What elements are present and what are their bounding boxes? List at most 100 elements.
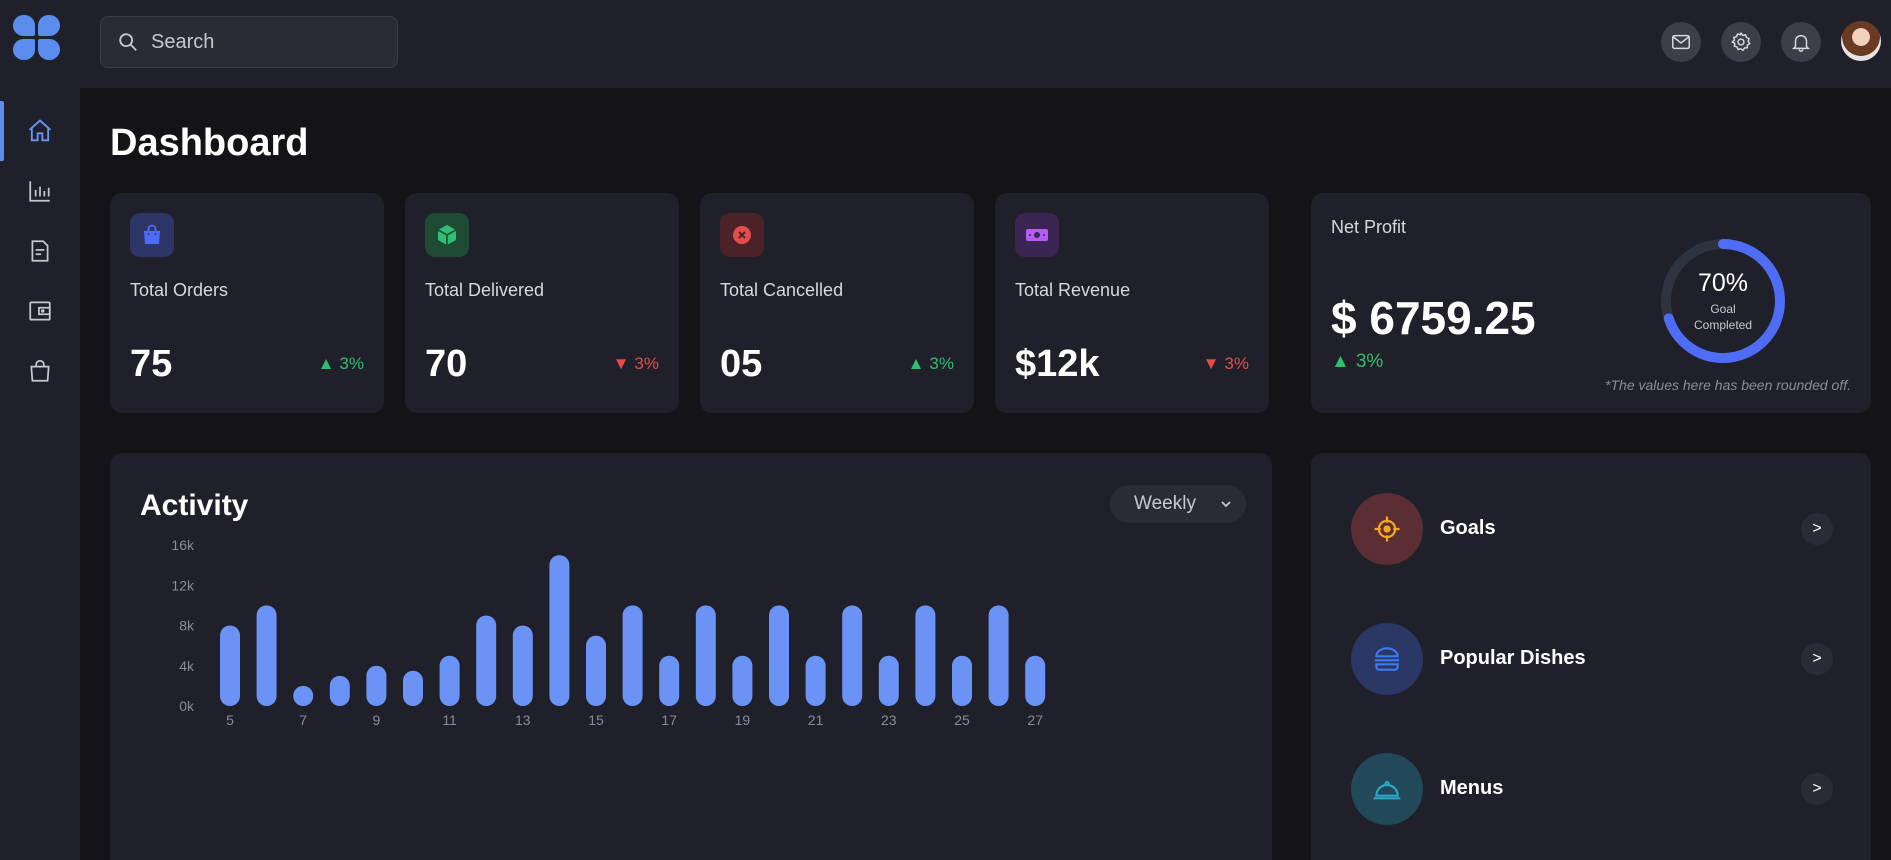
stat-card-total-delivered[interactable]: Total Delivered 70 ▼ 3% — [405, 193, 679, 413]
quick-links-card: Goals > Popular Dishes > Menus > — [1311, 453, 1871, 860]
bar-24[interactable] — [915, 605, 936, 706]
bar-6[interactable] — [256, 605, 277, 706]
wallet-icon — [29, 301, 51, 321]
sidebar — [0, 88, 80, 860]
x-tick-label: 7 — [299, 712, 307, 728]
goal-progress-ring: 70% Goal Completed — [1659, 237, 1787, 365]
stat-label: Total Revenue — [1015, 280, 1131, 300]
bar-9[interactable] — [366, 665, 387, 706]
x-tick-label: 27 — [1027, 712, 1043, 728]
stat-value: 75 — [130, 343, 173, 385]
link-label: Menus — [1440, 777, 1504, 799]
link-popular-dishes[interactable]: Popular Dishes > — [1351, 623, 1841, 695]
bar-14[interactable] — [549, 555, 570, 706]
x-tick-label: 15 — [588, 712, 604, 728]
bar-16[interactable] — [622, 605, 643, 706]
x-tick-label: 23 — [881, 712, 897, 728]
target-icon — [1351, 493, 1423, 565]
bar-13[interactable] — [512, 625, 533, 707]
bar-25[interactable] — [952, 655, 972, 706]
link-menus[interactable]: Menus > — [1351, 753, 1841, 825]
sidebar-item-documents[interactable] — [0, 221, 80, 281]
bar-5[interactable] — [220, 625, 240, 707]
stat-card-total-cancelled[interactable]: Total Cancelled 05 ▲ 3% — [700, 193, 974, 413]
sidebar-item-wallet[interactable] — [0, 281, 80, 341]
chevron-right-button[interactable]: > — [1801, 513, 1833, 545]
trend-indicator: ▲ 3% — [317, 354, 364, 373]
net-profit-label: Net Profit — [1331, 217, 1407, 237]
main-content: Dashboard Total Orders 75 ▲ 3% Total Deli… — [80, 88, 1891, 860]
app-logo[interactable] — [13, 15, 61, 61]
bar-15[interactable] — [586, 635, 606, 706]
goal-percent: 70% — [1697, 269, 1749, 297]
x-tick-label: 21 — [808, 712, 824, 728]
bar-8[interactable] — [329, 675, 350, 706]
x-tick-label: 25 — [954, 712, 970, 728]
stat-label: Total Cancelled — [720, 280, 844, 300]
bar-23[interactable] — [878, 655, 899, 706]
chevron-down-icon — [1221, 501, 1231, 508]
triangle-up-icon: ▲ — [907, 354, 925, 373]
x-tick-label: 19 — [735, 712, 751, 728]
period-select-value: Weekly — [1134, 493, 1196, 514]
chevron-right-button[interactable]: > — [1801, 773, 1833, 805]
stat-value: 70 — [425, 343, 468, 385]
triangle-down-icon: ▼ — [1202, 354, 1220, 373]
bar-19[interactable] — [732, 655, 753, 706]
trend-indicator: ▲ 3% — [1331, 351, 1384, 372]
triangle-down-icon: ▼ — [612, 354, 630, 373]
bar-10[interactable] — [403, 670, 423, 706]
home-icon — [28, 119, 52, 142]
bar-17[interactable] — [659, 655, 680, 706]
mail-icon — [1672, 34, 1690, 50]
stat-value: 05 — [720, 343, 763, 385]
bar-27[interactable] — [1025, 655, 1046, 706]
y-tick-label: 4k — [179, 658, 195, 674]
trend-indicator: ▲ 3% — [907, 354, 954, 373]
x-tick-label: 5 — [226, 712, 234, 728]
stat-card-total-revenue[interactable]: Total Revenue $12k ▼ 3% — [995, 193, 1269, 413]
document-icon — [31, 240, 49, 262]
bar-21[interactable] — [805, 655, 826, 706]
user-avatar[interactable] — [1841, 21, 1881, 61]
search-icon — [119, 33, 137, 51]
bar-7[interactable] — [293, 685, 314, 706]
link-goals[interactable]: Goals > — [1351, 493, 1841, 565]
bar-26[interactable] — [988, 605, 1009, 706]
bar-12[interactable] — [476, 615, 497, 706]
triangle-up-icon: ▲ — [1331, 351, 1350, 372]
sidebar-item-home[interactable] — [0, 101, 80, 161]
chevron-right-button[interactable]: > — [1801, 643, 1833, 675]
net-profit-card[interactable]: Net Profit $ 6759.25 ▲ 3% 70% Goal Comple… — [1311, 193, 1871, 413]
bar-11[interactable] — [439, 655, 460, 706]
rounding-note: *The values here has been rounded off. — [1605, 377, 1851, 393]
stat-value: $12k — [1015, 343, 1100, 385]
stat-label: Total Orders — [130, 280, 229, 300]
y-tick-label: 8k — [179, 618, 195, 634]
bar-22[interactable] — [842, 605, 863, 706]
y-tick-label: 16k — [171, 537, 195, 553]
bar-18[interactable] — [695, 605, 716, 706]
page-title: Dashboard — [110, 122, 309, 164]
cloche-icon — [1351, 753, 1423, 825]
search-box[interactable] — [100, 16, 398, 68]
y-tick-label: 0k — [179, 698, 195, 714]
settings-button[interactable] — [1721, 22, 1761, 62]
mail-button[interactable] — [1661, 22, 1701, 62]
x-tick-label: 17 — [661, 712, 677, 728]
x-tick-label: 13 — [515, 712, 531, 728]
bell-icon — [1791, 34, 1811, 52]
stat-card-total-orders[interactable]: Total Orders 75 ▲ 3% — [110, 193, 384, 413]
goal-caption: Goal Completed — [1693, 302, 1753, 332]
gear-icon — [1731, 31, 1751, 52]
period-select[interactable]: Weekly — [1110, 485, 1246, 523]
search-input[interactable] — [151, 30, 381, 54]
activity-title: Activity — [140, 489, 249, 522]
notifications-button[interactable] — [1781, 22, 1821, 62]
package-icon — [425, 213, 469, 257]
sidebar-item-analytics[interactable] — [0, 161, 80, 221]
activity-card: Activity Weekly 0k 4k 8k 12k 16k 5 7 9 11 13 15 17 1… — [110, 453, 1272, 860]
sidebar-item-shop[interactable] — [0, 341, 80, 401]
link-label: Goals — [1440, 517, 1496, 539]
bar-20[interactable] — [769, 605, 789, 706]
